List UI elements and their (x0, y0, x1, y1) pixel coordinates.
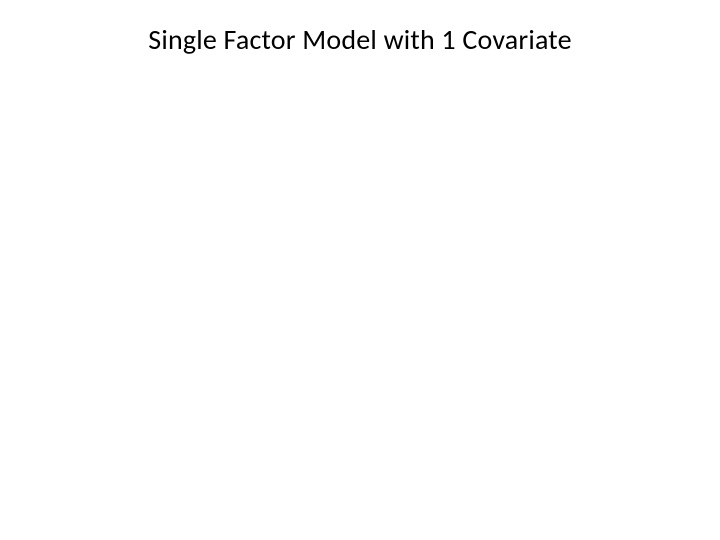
slide-title: Single Factor Model with 1 Covariate (0, 22, 720, 57)
slide-container: Single Factor Model with 1 Covariate (0, 0, 720, 540)
